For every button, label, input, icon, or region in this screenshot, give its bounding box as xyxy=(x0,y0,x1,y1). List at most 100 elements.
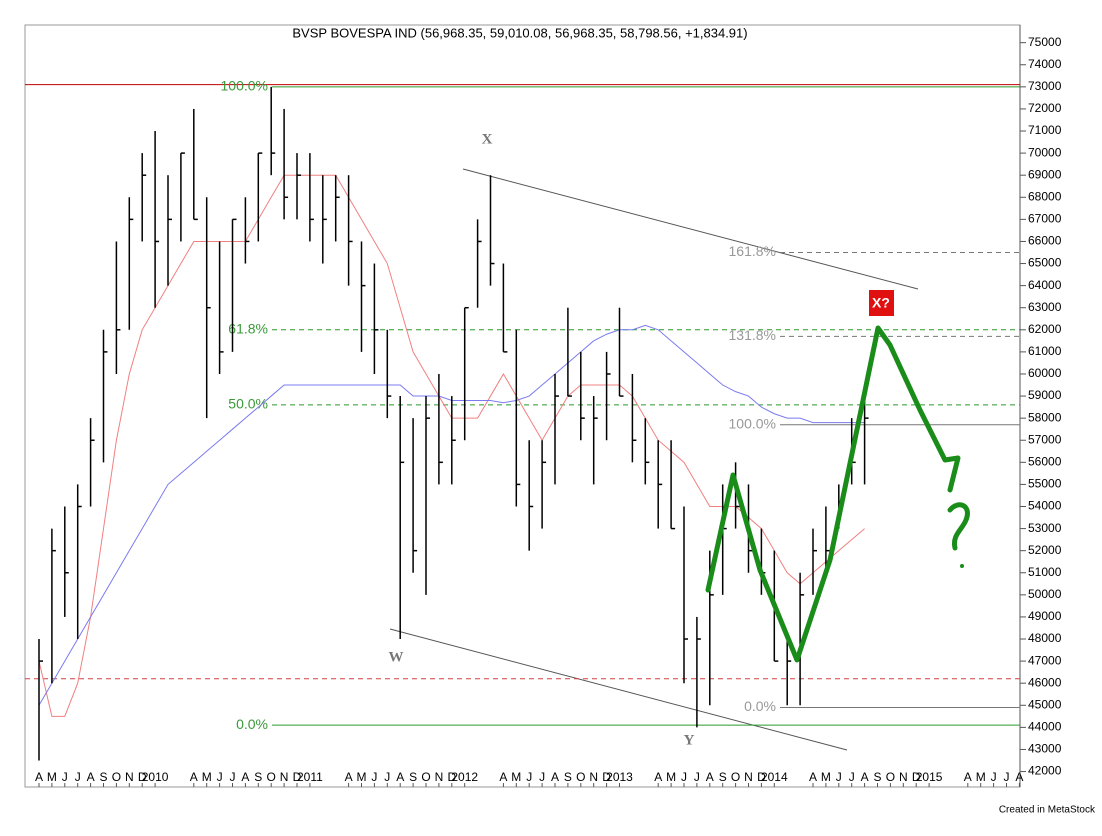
x-tick-label: A xyxy=(396,770,404,784)
x-tick-label: A xyxy=(809,770,817,784)
fib-label: 131.8% xyxy=(729,327,776,343)
y-tick-label: 55000 xyxy=(1028,477,1062,491)
fib-label: 0.0% xyxy=(744,698,776,714)
x-tick-label: A xyxy=(1015,770,1023,784)
y-tick-label: 51000 xyxy=(1028,565,1062,579)
x-tick-label: M xyxy=(357,770,367,784)
x-tick-label: A xyxy=(499,770,507,784)
x-tick-label: A xyxy=(190,770,198,784)
x-tick-label: M xyxy=(821,770,831,784)
footer: Created in MetaStock xyxy=(999,805,1096,816)
x-tick-label: O xyxy=(267,770,276,784)
x-tick-label: O xyxy=(112,770,121,784)
fib-label: 100.0% xyxy=(729,415,776,431)
x-tick-label: J xyxy=(836,770,842,784)
y-tick-label: 66000 xyxy=(1028,234,1062,248)
x-tick-label: A xyxy=(706,770,714,784)
y-tick-label: 49000 xyxy=(1028,609,1062,623)
y-tick-label: 44000 xyxy=(1028,720,1062,734)
wave-box xyxy=(869,290,894,316)
y-tick-label: 75000 xyxy=(1028,35,1062,49)
channel-line xyxy=(462,168,919,290)
chart-title: BVSP BOVESPA IND (56,968.35, 59,010.08, … xyxy=(292,25,747,40)
y-tick-label: 58000 xyxy=(1028,410,1062,424)
x-tick-label: 2010 xyxy=(142,770,169,784)
y-tick-label: 74000 xyxy=(1028,57,1062,71)
x-tick-label: A xyxy=(241,770,249,784)
y-tick-label: 63000 xyxy=(1028,300,1062,314)
y-tick-label: 67000 xyxy=(1028,212,1062,226)
x-tick-label: O xyxy=(576,770,585,784)
y-tick-label: 62000 xyxy=(1028,322,1062,336)
hand-drawn-dot xyxy=(960,564,964,568)
y-tick-label: 70000 xyxy=(1028,145,1062,159)
x-tick-label: S xyxy=(254,770,262,784)
x-tick-label: A xyxy=(87,770,95,784)
x-tick-label: 2012 xyxy=(451,770,478,784)
x-tick-label: J xyxy=(1004,770,1010,784)
x-tick-label: J xyxy=(371,770,377,784)
x-tick-label: N xyxy=(125,770,134,784)
y-tick-label: 45000 xyxy=(1028,697,1062,711)
wave-label: Y xyxy=(684,732,695,748)
x-tick-label: 2015 xyxy=(916,770,943,784)
hand-drawn-path xyxy=(705,325,961,663)
fib-label: 61.8% xyxy=(228,321,268,337)
x-tick-label: J xyxy=(217,770,223,784)
x-tick-label: M xyxy=(666,770,676,784)
x-tick-label: J xyxy=(849,770,855,784)
fib-label: 161.8% xyxy=(729,243,776,259)
y-tick-label: 43000 xyxy=(1028,742,1062,756)
x-tick-label: O xyxy=(421,770,430,784)
x-tick-label: M xyxy=(202,770,212,784)
y-tick-label: 47000 xyxy=(1028,653,1062,667)
x-tick-label: M xyxy=(976,770,986,784)
x-tick-label: M xyxy=(47,770,57,784)
channel-line xyxy=(389,628,848,751)
y-tick-label: 60000 xyxy=(1028,366,1062,380)
x-tick-label: J xyxy=(526,770,532,784)
hand-drawn-question xyxy=(947,502,970,551)
y-tick-label: 57000 xyxy=(1028,432,1062,446)
fib-label: 0.0% xyxy=(236,716,268,732)
y-tick-label: 61000 xyxy=(1028,344,1062,358)
x-tick-label: S xyxy=(564,770,572,784)
wave-label: W xyxy=(389,649,404,665)
x-tick-label: A xyxy=(964,770,972,784)
y-tick-label: 42000 xyxy=(1028,764,1062,778)
x-tick-label: J xyxy=(62,770,68,784)
y-tick-label: 64000 xyxy=(1028,278,1062,292)
x-tick-label: J xyxy=(991,770,997,784)
wave-label: X xyxy=(482,131,493,147)
x-tick-label: D xyxy=(138,770,147,784)
fib-label: 100.0% xyxy=(221,78,268,94)
y-tick-label: 52000 xyxy=(1028,543,1062,557)
y-tick-label: 65000 xyxy=(1028,256,1062,270)
x-tick-label: N xyxy=(280,770,289,784)
x-tick-label: A xyxy=(35,770,43,784)
y-tick-label: 46000 xyxy=(1028,675,1062,689)
y-tick-label: 54000 xyxy=(1028,499,1062,513)
x-tick-label: N xyxy=(744,770,753,784)
x-tick-label: J xyxy=(681,770,687,784)
x-tick-label: D xyxy=(447,770,456,784)
y-tick-label: 69000 xyxy=(1028,167,1062,181)
x-tick-label: S xyxy=(873,770,881,784)
x-tick-label: 2014 xyxy=(761,770,788,784)
x-tick-label: S xyxy=(719,770,727,784)
x-tick-label: D xyxy=(757,770,766,784)
x-tick-label: A xyxy=(654,770,662,784)
x-tick-label: N xyxy=(899,770,908,784)
wave-label: X? xyxy=(872,295,890,311)
y-tick-label: 73000 xyxy=(1028,79,1062,93)
x-tick-label: A xyxy=(551,770,559,784)
y-tick-label: 48000 xyxy=(1028,631,1062,645)
x-tick-label: S xyxy=(99,770,107,784)
x-tick-label: D xyxy=(602,770,611,784)
y-tick-label: 68000 xyxy=(1028,189,1062,203)
x-tick-label: A xyxy=(345,770,353,784)
y-tick-label: 59000 xyxy=(1028,388,1062,402)
x-tick-label: J xyxy=(539,770,545,784)
x-tick-label: 2011 xyxy=(297,770,323,784)
